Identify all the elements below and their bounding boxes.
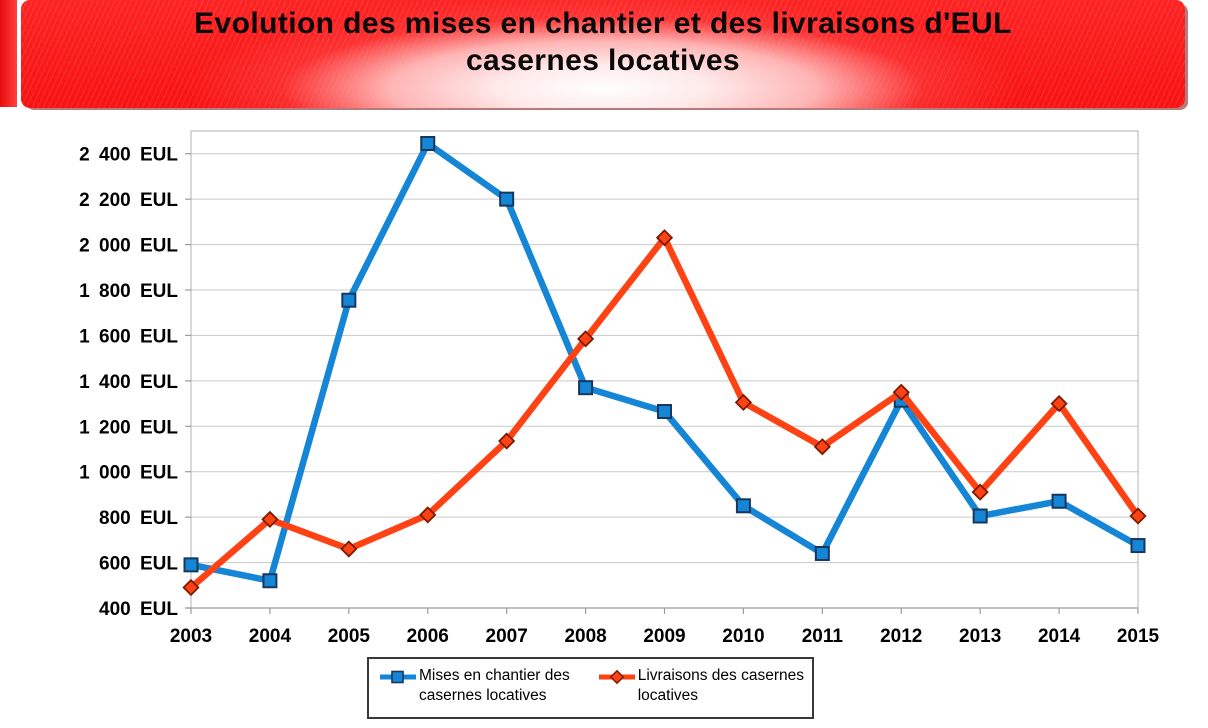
svg-text:1 000 EUL: 1 000 EUL	[79, 463, 178, 484]
svg-text:1 200 EUL: 1 200 EUL	[79, 417, 178, 438]
svg-text:2 000 EUL: 2 000 EUL	[79, 236, 178, 257]
svg-text:800 EUL: 800 EUL	[99, 508, 178, 529]
line-chart: 2 400 EUL 2 200 EUL 2 000 EUL 1 800 EUL 1 60…	[79, 130, 1160, 647]
orange-diamond-marker-icon	[598, 669, 635, 685]
svg-text:2015: 2015	[1117, 626, 1160, 647]
svg-text:2009: 2009	[643, 626, 685, 647]
legend-label-mises-en-chantier: Mises en chantier des casernes locatives	[419, 666, 570, 706]
svg-text:2 200 EUL: 2 200 EUL	[79, 190, 178, 211]
svg-text:600 EUL: 600 EUL	[99, 554, 178, 575]
svg-text:1 600 EUL: 1 600 EUL	[79, 326, 178, 347]
svg-text:2007: 2007	[486, 626, 528, 647]
title-banner: Evolution des mises en chantier et des l…	[21, 0, 1185, 108]
svg-text:2013: 2013	[959, 626, 1001, 647]
legend-label-line: Livraisons des casernes	[637, 667, 804, 684]
chart-legend: Mises en chantier des casernes locatives…	[367, 657, 814, 719]
svg-text:2 400 EUL: 2 400 EUL	[79, 145, 178, 166]
svg-text:2003: 2003	[170, 626, 212, 647]
legend-label-livraisons: Livraisons des casernes locatives	[638, 666, 804, 706]
svg-text:2012: 2012	[880, 626, 922, 647]
svg-text:2011: 2011	[802, 626, 844, 647]
svg-text:2004: 2004	[249, 626, 292, 647]
legend-item-livraisons: Livraisons des casernes locatives	[598, 666, 804, 706]
legend-item-mises-en-chantier: Mises en chantier des casernes locatives	[379, 666, 598, 706]
legend-label-line: locatives	[637, 687, 699, 704]
chart-title-line2: casernes locatives	[465, 44, 741, 77]
svg-text:1 400 EUL: 1 400 EUL	[79, 372, 178, 393]
svg-text:2006: 2006	[407, 626, 449, 647]
legend-label-line: casernes locatives	[419, 687, 547, 704]
svg-text:400 EUL: 400 EUL	[99, 599, 178, 620]
svg-text:1 800 EUL: 1 800 EUL	[79, 281, 178, 302]
legend-label-line: Mises en chantier des	[419, 667, 570, 684]
svg-text:2014: 2014	[1038, 626, 1081, 647]
svg-text:2005: 2005	[328, 626, 371, 647]
svg-text:2008: 2008	[564, 626, 606, 647]
banner-left-strip	[0, 0, 17, 107]
blue-square-marker-icon	[380, 670, 416, 684]
svg-text:2010: 2010	[722, 626, 764, 647]
chart-title-line1: Evolution des mises en chantier et des l…	[194, 7, 1012, 40]
